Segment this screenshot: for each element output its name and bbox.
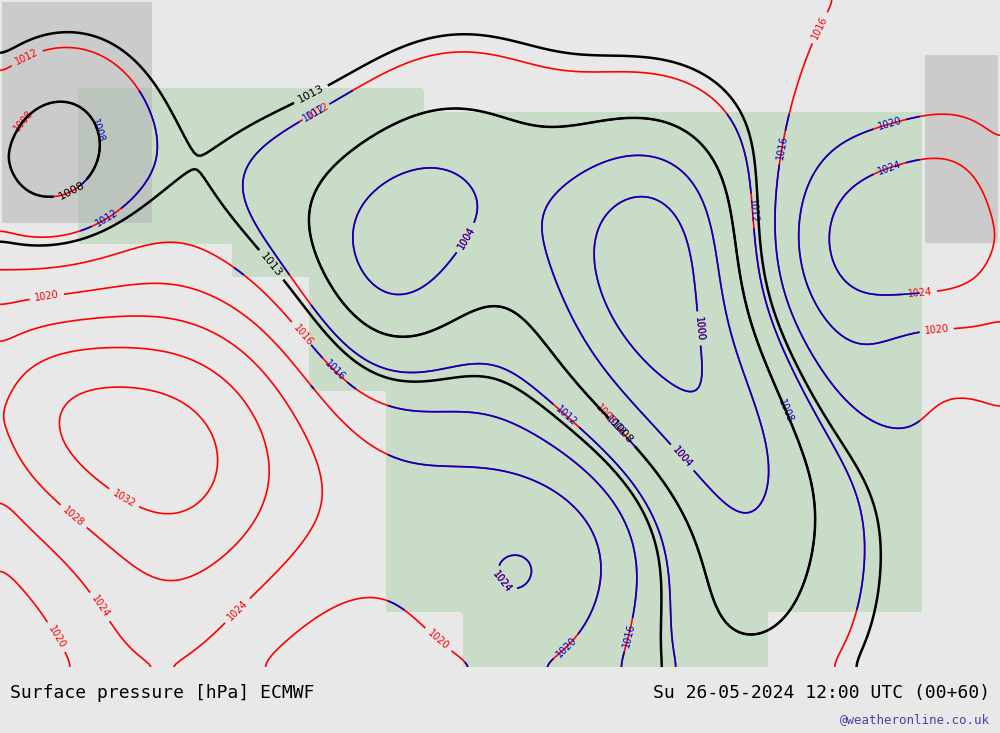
Text: 1016: 1016 <box>775 135 789 161</box>
Text: 1020: 1020 <box>554 635 579 659</box>
Text: 1008: 1008 <box>604 413 628 438</box>
Text: 1008: 1008 <box>12 108 35 133</box>
Text: 1032: 1032 <box>111 487 137 509</box>
Text: 1012: 1012 <box>305 100 331 122</box>
Text: 1004: 1004 <box>456 225 477 251</box>
Text: 1016: 1016 <box>322 358 347 383</box>
Text: 1013: 1013 <box>296 84 326 106</box>
Text: 1008: 1008 <box>609 419 635 446</box>
Text: 1016: 1016 <box>291 323 315 347</box>
Text: 1008: 1008 <box>593 402 617 427</box>
Text: Su 26-05-2024 12:00 UTC (00+60): Su 26-05-2024 12:00 UTC (00+60) <box>653 685 990 702</box>
Text: 1012: 1012 <box>747 198 758 224</box>
Text: 1024: 1024 <box>225 598 250 623</box>
Text: 1000: 1000 <box>693 316 705 341</box>
Text: 1008: 1008 <box>777 397 795 424</box>
Text: 1000: 1000 <box>693 316 705 341</box>
Text: 1008: 1008 <box>57 180 87 202</box>
Text: Surface pressure [hPa] ECMWF: Surface pressure [hPa] ECMWF <box>10 685 314 702</box>
Text: 1028: 1028 <box>61 504 86 528</box>
Text: 1024: 1024 <box>876 159 903 177</box>
Text: 1020: 1020 <box>876 116 903 132</box>
Text: 1008: 1008 <box>89 117 106 144</box>
Text: 1012: 1012 <box>13 48 40 67</box>
Text: 1004: 1004 <box>456 225 477 251</box>
Text: 1016: 1016 <box>621 622 637 648</box>
Text: 1004: 1004 <box>670 445 694 470</box>
Text: 1012: 1012 <box>301 103 328 123</box>
Text: 1012: 1012 <box>94 207 120 229</box>
Text: 1016: 1016 <box>810 15 829 41</box>
Text: 1024: 1024 <box>490 570 513 594</box>
Text: 1024: 1024 <box>490 570 513 594</box>
Text: 1012: 1012 <box>554 404 579 427</box>
Text: @weatheronline.co.uk: @weatheronline.co.uk <box>840 713 990 726</box>
Text: 1013: 1013 <box>259 251 284 279</box>
Text: 1024: 1024 <box>89 594 111 619</box>
Text: 1020: 1020 <box>34 290 60 303</box>
Text: 1024: 1024 <box>907 287 932 299</box>
Text: 1020: 1020 <box>924 324 949 336</box>
Text: 1004: 1004 <box>670 445 694 470</box>
Text: 1020: 1020 <box>426 628 451 652</box>
Text: 1020: 1020 <box>46 624 67 650</box>
